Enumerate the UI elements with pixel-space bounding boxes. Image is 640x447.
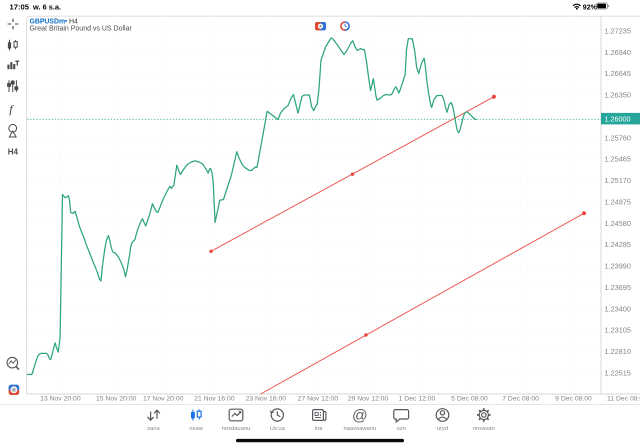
- svg-text:1.26940: 1.26940: [605, 48, 631, 57]
- svg-text:1.23990: 1.23990: [605, 262, 631, 271]
- svg-text:w. 6 s.a.: w. 6 s.a.: [32, 2, 61, 11]
- svg-text:GBPUSDm: GBPUSDm: [30, 18, 66, 25]
- svg-text:9 Dec 08:00: 9 Dec 08:00: [555, 396, 592, 403]
- svg-text:nnsavan: nnsavan: [473, 426, 495, 432]
- svg-text:13 Nov 20:00: 13 Nov 20:00: [40, 396, 81, 403]
- svg-text:Us:ua: Us:ua: [270, 426, 286, 432]
- svg-text:1.24580: 1.24580: [605, 219, 631, 228]
- svg-text:1.23105: 1.23105: [605, 326, 631, 335]
- svg-text:Great Britain Pound vs US Doll: Great Britain Pound vs US Dollar: [30, 26, 133, 33]
- svg-text:1.22515: 1.22515: [605, 368, 631, 377]
- svg-text:nsaw: nsaw: [189, 426, 203, 432]
- svg-text:15 Nov 20:00: 15 Nov 20:00: [96, 396, 137, 403]
- svg-text:f: f: [9, 102, 14, 116]
- svg-text:1.25760: 1.25760: [605, 133, 631, 142]
- svg-text:27 Nov 12:00: 27 Nov 12:00: [298, 396, 339, 403]
- svg-text:1.24875: 1.24875: [605, 197, 631, 206]
- svg-text:17 Nov 20:00: 17 Nov 20:00: [143, 396, 184, 403]
- svg-text:7 Dec 08:00: 7 Dec 08:00: [502, 396, 539, 403]
- svg-text:naavoawanu: naavoawanu: [343, 426, 376, 432]
- svg-text:1.25465: 1.25465: [605, 155, 631, 164]
- svg-text:nnsdauanu: nnsdauanu: [222, 426, 251, 432]
- svg-text:1.26645: 1.26645: [605, 69, 631, 78]
- svg-text:H4: H4: [8, 148, 19, 157]
- svg-text:1.25170: 1.25170: [605, 176, 631, 185]
- svg-text:uryd: uryd: [437, 426, 448, 432]
- svg-text:H4: H4: [69, 18, 78, 25]
- svg-text:17:05: 17:05: [10, 2, 30, 11]
- svg-text:1.23695: 1.23695: [605, 283, 631, 292]
- svg-text:uzn: uzn: [397, 426, 406, 432]
- svg-text:@: @: [352, 408, 368, 425]
- svg-text:1.23400: 1.23400: [605, 304, 631, 313]
- svg-text:21 Nov 16:00: 21 Nov 16:00: [194, 396, 235, 403]
- svg-text:92%: 92%: [583, 4, 598, 11]
- svg-text:1 Dec 12:00: 1 Dec 12:00: [399, 396, 436, 403]
- svg-text:sana: sana: [147, 426, 160, 432]
- svg-text:5 Dec 08:00: 5 Dec 08:00: [451, 396, 488, 403]
- svg-text:1.26000: 1.26000: [605, 114, 631, 123]
- svg-text:1.27235: 1.27235: [605, 26, 631, 35]
- svg-text:ina: ina: [315, 426, 324, 432]
- svg-text:11 Dec 08:00: 11 Dec 08:00: [607, 396, 640, 403]
- svg-text:1.26350: 1.26350: [605, 91, 631, 100]
- svg-text:29 Nov 12:00: 29 Nov 12:00: [348, 396, 389, 403]
- svg-text:23 Nov 16:00: 23 Nov 16:00: [246, 396, 287, 403]
- svg-text:1.22810: 1.22810: [605, 347, 631, 356]
- svg-text:1.24285: 1.24285: [605, 240, 631, 249]
